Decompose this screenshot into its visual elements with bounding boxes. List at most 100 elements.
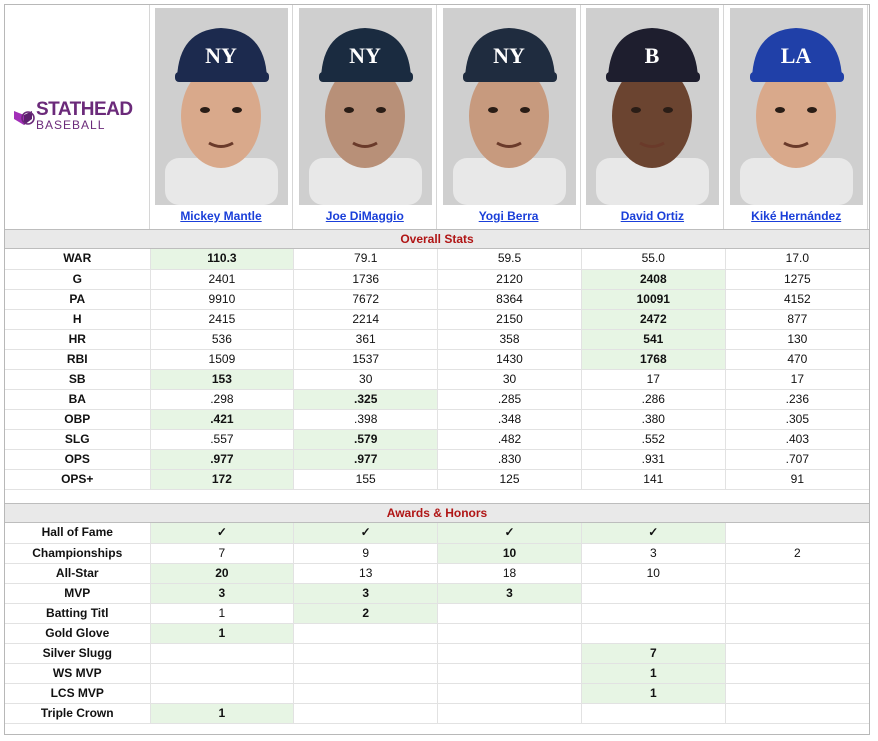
overall-stat-row: HR 536 361 358 541 130 [5,329,869,350]
overall-stat-row: RBI 1509 1537 1430 1768 470 [5,349,869,370]
stat-value [725,683,869,704]
stat-value: 3 [581,543,726,564]
stat-value [293,643,439,664]
player-column-header: B David Ortiz [581,5,725,229]
stat-value: 361 [293,329,439,350]
stat-value: .557 [150,429,295,450]
player-photo: LA [730,8,864,205]
player-photo: B [586,8,720,205]
stat-value: 1509 [150,349,295,370]
stat-value: 7 [581,643,726,664]
stat-value: 2472 [581,309,726,330]
overall-stat-row: G 2401 1736 2120 2408 1275 [5,269,869,290]
stathead-logo[interactable]: STATHEAD BASEBALL [5,5,150,229]
stat-value [581,583,726,604]
player-photo: NY [298,8,432,205]
stat-value [725,563,869,584]
stat-value: 7 [150,543,295,564]
stat-value: .286 [581,389,726,410]
player-column-header: NY Joe DiMaggio [294,5,437,229]
stathead-logo-text: STATHEAD BASEBALL [36,99,133,132]
stat-value: 1 [581,663,726,684]
stat-value: 1 [581,683,726,704]
stat-value: 2120 [437,269,582,290]
stat-value: 1430 [437,349,582,370]
logo-wordmark-bottom: BASEBALL [36,118,106,132]
player-name-link[interactable]: Kiké Hernández [751,209,842,223]
stat-value [293,703,439,724]
overall-stat-row: BA .298.325.285.286.236 [5,389,869,410]
player-name-link[interactable]: Joe DiMaggio [325,209,404,223]
cap-logo-icon: LA [781,43,812,68]
table-header: STATHEAD BASEBALL NY Mickey Mantle NY Joe D… [5,5,869,229]
stat-label: All-Star [5,563,151,584]
stat-value: ✓ [150,523,295,544]
award-row: Gold Glove 1 [5,623,869,644]
stat-value: .380 [581,409,726,430]
stat-value: .421 [150,409,295,430]
stat-label: Gold Glove [5,623,151,644]
stat-value [581,623,726,644]
stat-value: .977 [150,449,295,470]
stat-label: Batting Titl [5,603,151,624]
overall-stat-row: SLG .557.579.482.552.403 [5,429,869,450]
stat-value: 7672 [293,289,439,310]
stat-value [437,603,582,624]
stat-value: 17.0 [725,249,869,270]
stat-value: .707 [725,449,869,470]
stat-label: PA [5,289,151,310]
stat-value: .285 [437,389,582,410]
stat-value: 110.3 [150,249,295,270]
stat-value [293,663,439,684]
overall-stat-row: H 2415 2214 2150 2472 877 [5,309,869,330]
stat-value: 2415 [150,309,295,330]
stat-value: .931 [581,449,726,470]
stat-value: 30 [293,369,439,390]
stat-value: 1275 [725,269,869,290]
player-photo: NY [155,8,288,205]
stat-value: 358 [437,329,582,350]
stat-value: 1 [150,623,295,644]
stat-value: 3 [150,583,295,604]
player-name-link[interactable]: Mickey Mantle [180,209,262,223]
stat-value: 1 [150,603,295,624]
stat-value: 2 [293,603,439,624]
stat-value [725,623,869,644]
award-row: Championships 7 9 10 3 2 [5,543,869,564]
stat-value: 20 [150,563,295,584]
stat-value: .236 [725,389,869,410]
stat-value: .830 [437,449,582,470]
stat-value: 10091 [581,289,726,310]
awards-table: Hall of Fame ✓ ✓ ✓ ✓ Championships 7 9 10 3 2 All-S… [5,523,869,724]
stat-value: .398 [293,409,439,430]
stat-value: 2408 [581,269,726,290]
stat-label: Championships [5,543,151,564]
overall-stat-row: PA 9910 7672 8364 10091 4152 [5,289,869,310]
logo-wordmark-top: STATHEAD [36,99,133,120]
stat-label: G [5,269,151,290]
player-name-link[interactable]: David Ortiz [620,209,685,223]
stat-value: 3 [437,583,582,604]
overall-stats-table: WAR 110.3 79.1 59.5 55.0 17.0 G 2401 1736 2120 240… [5,249,869,490]
stat-value: .348 [437,409,582,430]
cap-logo-icon: NY [205,43,237,68]
stat-label: MVP [5,583,151,604]
stat-value: .552 [581,429,726,450]
stat-value [725,583,869,604]
stat-label: RBI [5,349,151,370]
stat-value [725,663,869,684]
player-name-link[interactable]: Yogi Berra [478,209,539,223]
overall-stat-row: SB 153 30 30 17 17 [5,369,869,390]
stat-value: 3 [293,583,439,604]
stat-value [581,703,726,724]
stat-value: 172 [150,469,295,490]
stat-value: 1768 [581,349,726,370]
stat-label: BA [5,389,151,410]
award-row: WS MVP 1 [5,663,869,684]
stat-value: 125 [437,469,582,490]
player-photo: NY [442,8,576,205]
stat-value: 130 [725,329,869,350]
stat-value [437,663,582,684]
stat-value: .305 [725,409,869,430]
overall-stat-row: OBP .421.398.348.380.305 [5,409,869,430]
